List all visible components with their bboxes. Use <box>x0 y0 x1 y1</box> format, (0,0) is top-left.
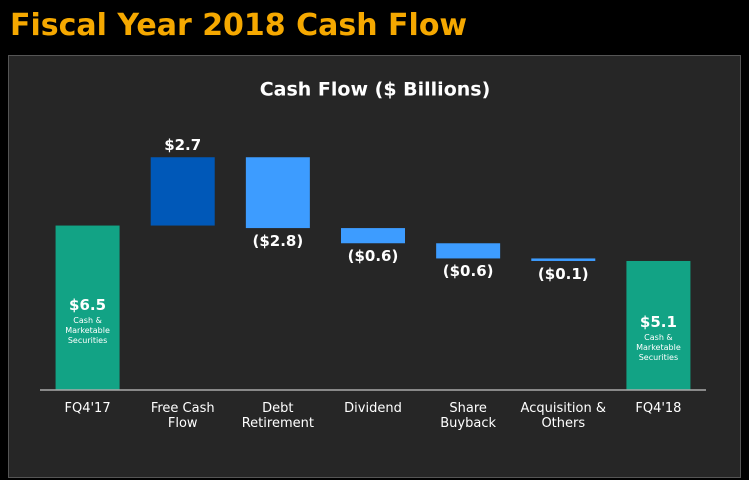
bar <box>245 157 310 229</box>
x-tick-label: Dividend <box>344 401 402 416</box>
x-tick-label: Acquisition & Others <box>520 401 607 431</box>
value-label: $2.7 <box>164 136 202 155</box>
value-label: ($2.8) <box>252 232 304 251</box>
x-tick-label: Debt Retirement <box>241 401 314 431</box>
value-label: $5.1 <box>639 313 677 332</box>
x-tick-label: Share Buyback <box>440 401 497 431</box>
x-tick-label: Free Cash Flow <box>150 401 215 431</box>
x-tick-label: FQ4'17 <box>64 401 111 416</box>
bar <box>436 243 501 259</box>
bar <box>150 157 215 226</box>
bar <box>531 258 596 261</box>
bar-note: Cash & Marketable Securities <box>636 333 681 363</box>
chart-title: Cash Flow ($ Billions) <box>260 79 491 101</box>
chart-panel <box>8 55 741 478</box>
value-label: ($0.6) <box>347 247 399 266</box>
value-label: ($0.6) <box>442 262 494 281</box>
bar <box>341 228 405 244</box>
bar <box>626 260 691 390</box>
bar-note: Cash & Marketable Securities <box>65 315 110 345</box>
bar <box>55 225 120 390</box>
value-label: ($0.1) <box>537 264 589 283</box>
x-tick-label: FQ4'18 <box>635 401 682 416</box>
page-title: Fiscal Year 2018 Cash Flow <box>10 8 468 43</box>
value-label: $6.5 <box>69 295 107 314</box>
